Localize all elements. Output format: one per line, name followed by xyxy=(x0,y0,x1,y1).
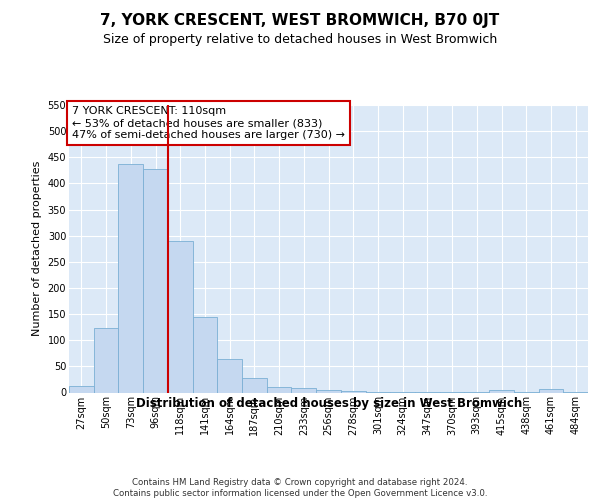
Bar xyxy=(217,358,242,392)
Text: Size of property relative to detached houses in West Bromwich: Size of property relative to detached ho… xyxy=(103,32,497,46)
Bar xyxy=(143,169,168,392)
Text: Contains HM Land Registry data © Crown copyright and database right 2024.
Contai: Contains HM Land Registry data © Crown c… xyxy=(113,478,487,498)
Text: Distribution of detached houses by size in West Bromwich: Distribution of detached houses by size … xyxy=(136,398,522,410)
Y-axis label: Number of detached properties: Number of detached properties xyxy=(32,161,42,336)
Bar xyxy=(168,241,193,392)
Bar xyxy=(193,316,217,392)
Text: 7 YORK CRESCENT: 110sqm
← 53% of detached houses are smaller (833)
47% of semi-d: 7 YORK CRESCENT: 110sqm ← 53% of detache… xyxy=(71,106,344,140)
Bar xyxy=(292,388,316,392)
Bar xyxy=(242,378,267,392)
Bar xyxy=(489,390,514,392)
Text: 7, YORK CRESCENT, WEST BROMWICH, B70 0JT: 7, YORK CRESCENT, WEST BROMWICH, B70 0JT xyxy=(100,12,500,28)
Bar xyxy=(94,328,118,392)
Bar xyxy=(316,390,341,392)
Bar xyxy=(69,386,94,392)
Bar xyxy=(267,387,292,392)
Bar xyxy=(539,390,563,392)
Bar xyxy=(341,391,365,392)
Bar xyxy=(118,164,143,392)
